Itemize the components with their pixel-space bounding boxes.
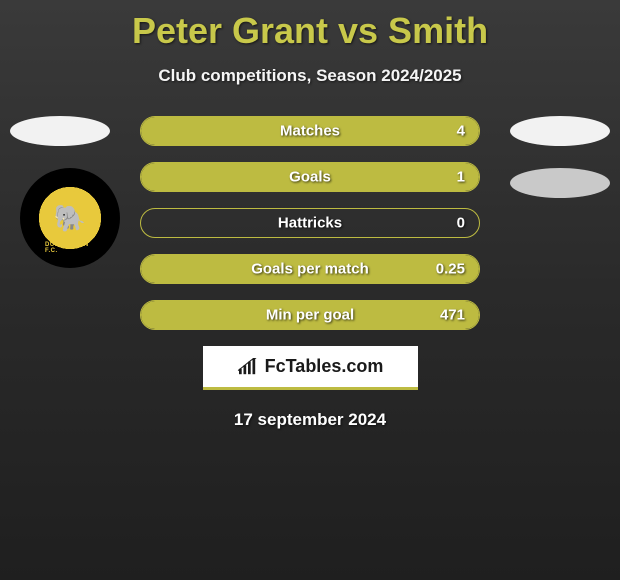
stat-bar-hattricks: Hattricks 0 [140,208,480,238]
page-title: Peter Grant vs Smith [0,0,620,52]
player-right-club [510,168,610,198]
stat-bars: Matches 4 Goals 1 Hattricks 0 Goals per … [140,116,480,330]
stat-bar-min-per-goal: Min per goal 471 [140,300,480,330]
club-badge-inner: 🐘 [43,191,97,245]
stat-label: Min per goal [266,307,354,324]
stat-bar-goals-per-match: Goals per match 0.25 [140,254,480,284]
stat-label: Goals per match [251,261,369,278]
stat-value: 471 [440,307,465,324]
stat-label: Hattricks [278,215,342,232]
stat-bar-goals: Goals 1 [140,162,480,192]
stat-value: 1 [457,169,465,186]
club-badge-text: DUMBARTON F.C. [45,242,95,254]
brand-box[interactable]: FcTables.com [203,346,418,390]
stat-value: 4 [457,123,465,140]
player-right-avatar [510,116,610,146]
stat-bar-matches: Matches 4 [140,116,480,146]
elephant-icon: 🐘 [54,205,86,231]
page-subtitle: Club competitions, Season 2024/2025 [0,66,620,86]
player-left-avatar [10,116,110,146]
stat-label: Goals [289,169,331,186]
infographic-date: 17 september 2024 [0,410,620,430]
player-left-club-badge: 🐘 DUMBARTON F.C. [20,168,120,268]
stat-label: Matches [280,123,340,140]
brand-text: FcTables.com [265,356,384,377]
stat-value: 0 [457,215,465,232]
bar-chart-icon [237,358,259,376]
comparison-content: 🐘 DUMBARTON F.C. Matches 4 Goals 1 Hattr… [0,116,620,430]
stat-value: 0.25 [436,261,465,278]
